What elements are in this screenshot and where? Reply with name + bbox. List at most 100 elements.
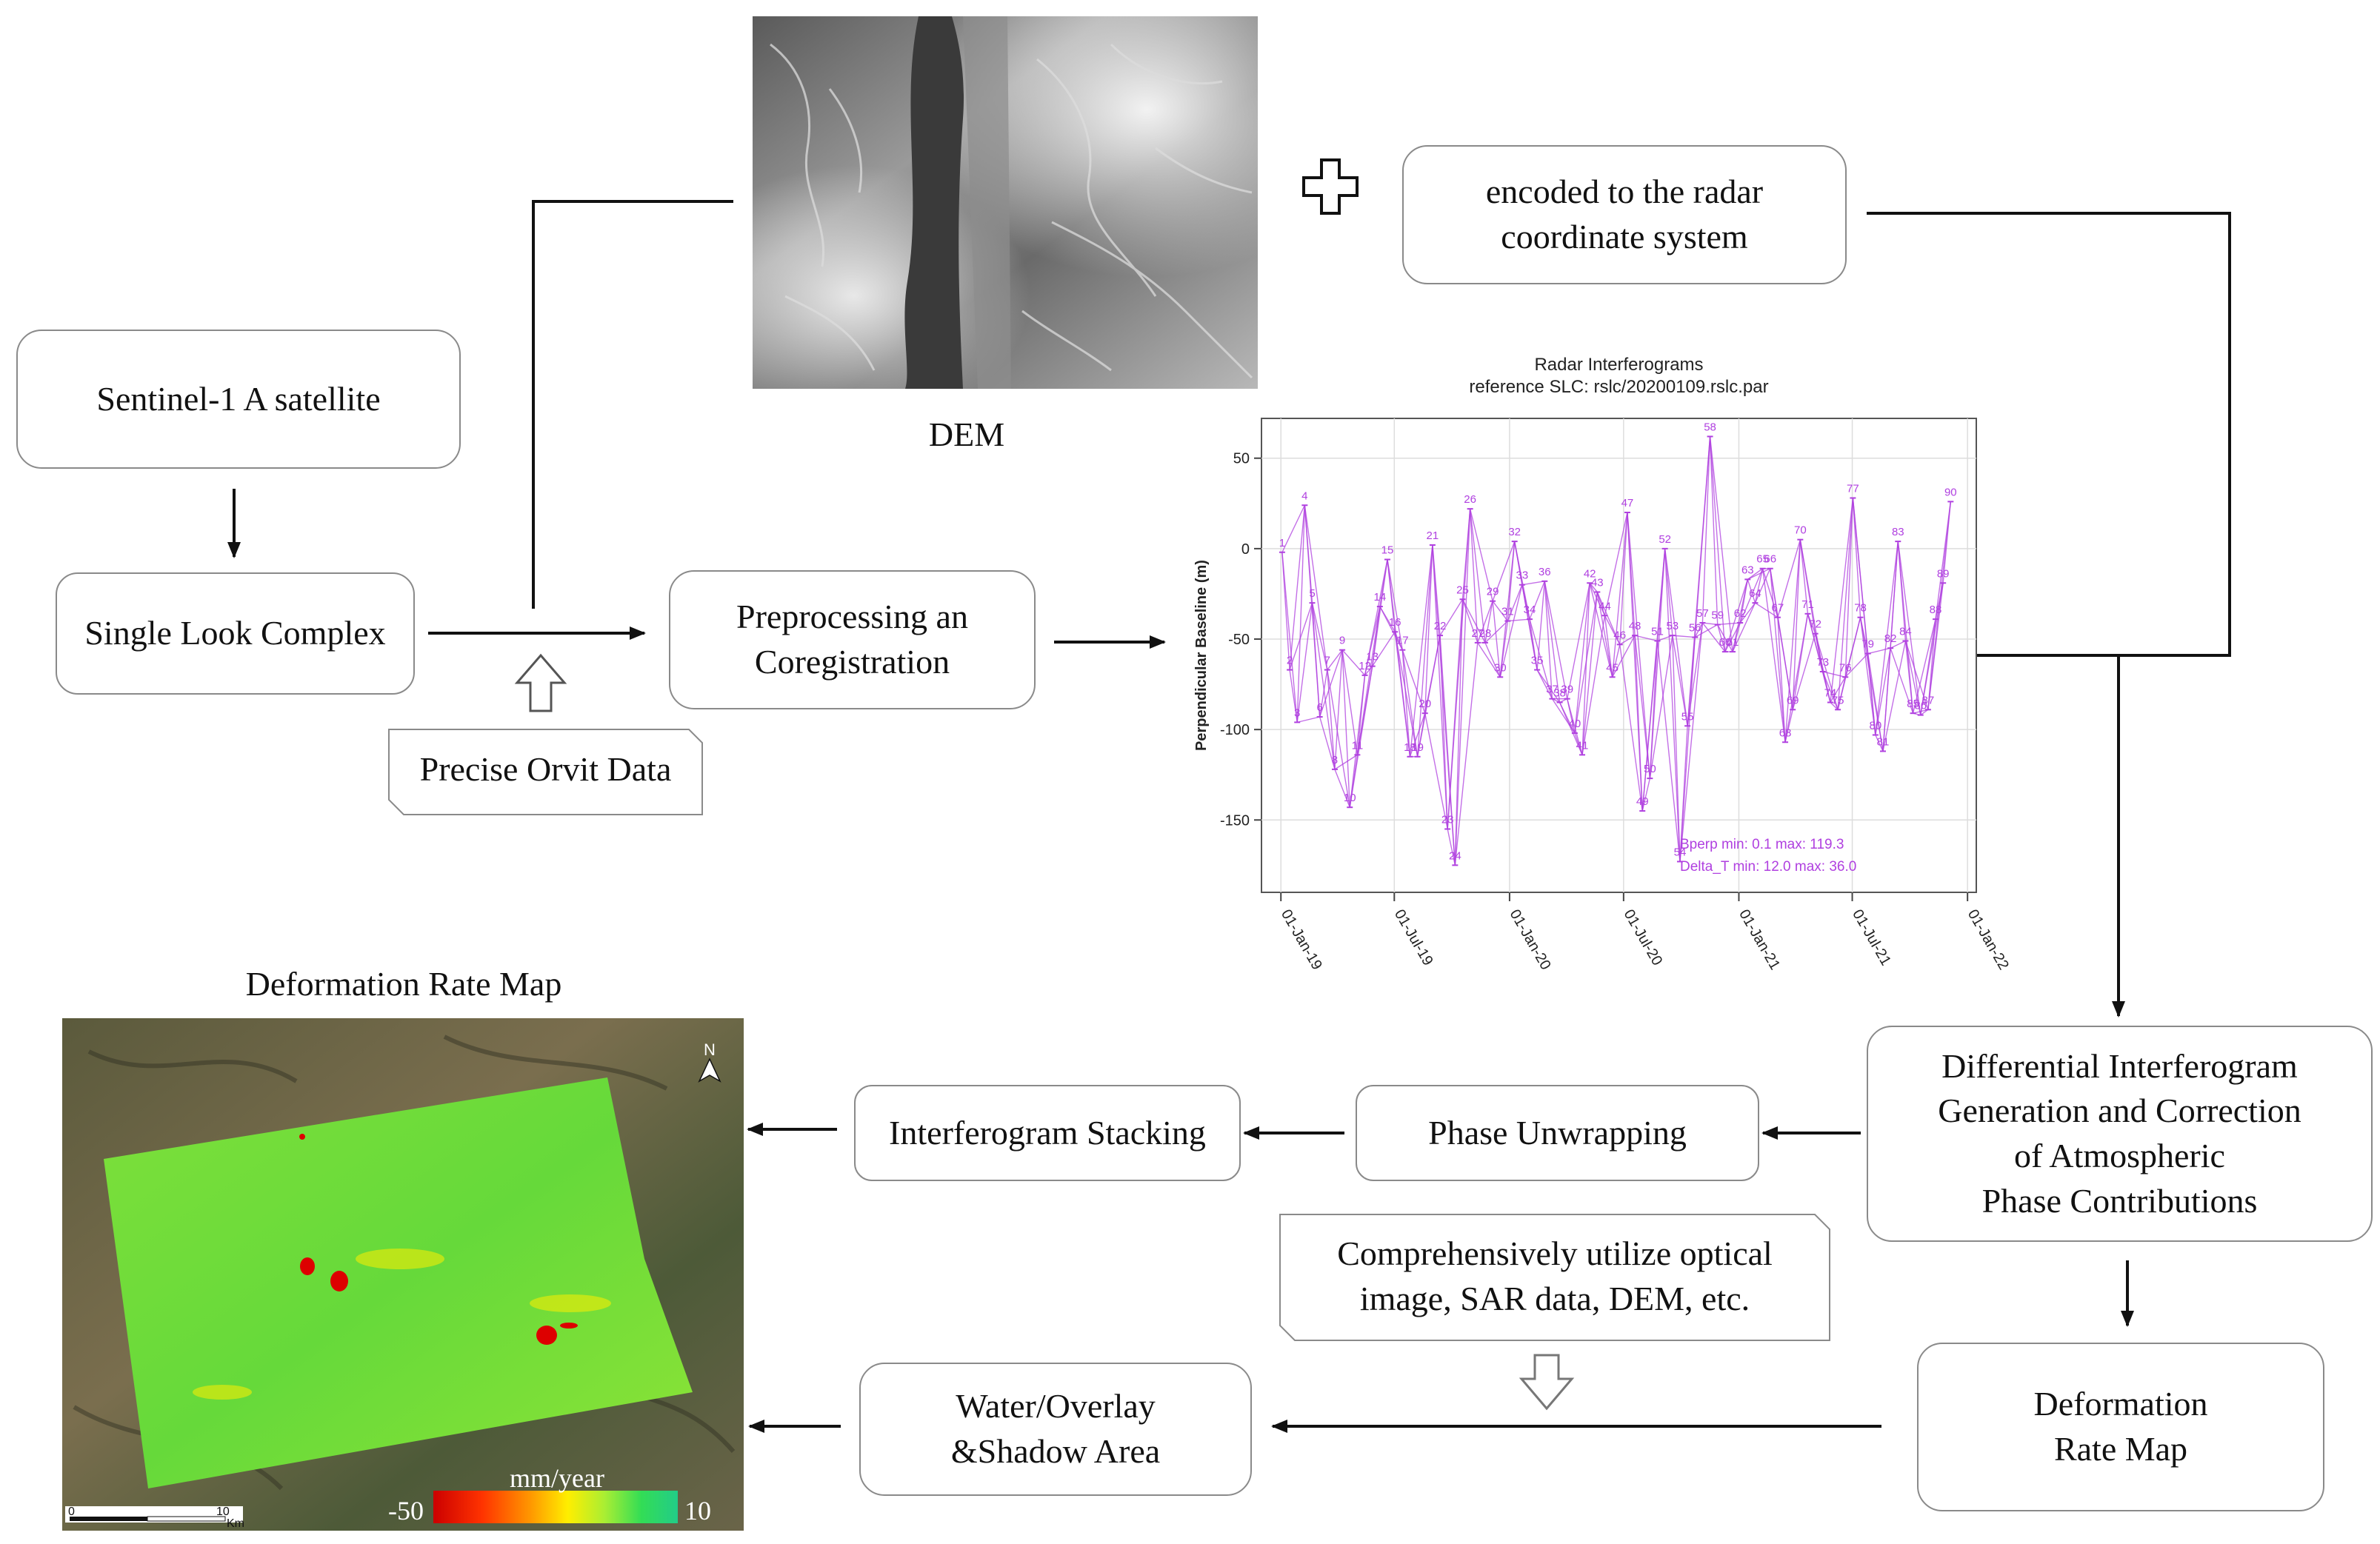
chart-pair-line <box>1679 637 1696 862</box>
chart-point-label: 64 <box>1749 587 1761 600</box>
chart-point-label: 73 <box>1816 656 1829 669</box>
line-slc-to-dem <box>532 200 733 609</box>
chart-pair-line <box>1799 539 1809 614</box>
chart-pair-line <box>1649 635 1673 779</box>
chart-point-label: 23 <box>1441 814 1454 826</box>
chart-pair-line <box>1492 601 1508 622</box>
chart-pair-line <box>1484 621 1508 644</box>
chart-pair-line <box>1867 647 1891 655</box>
chart-pair-line <box>1387 559 1403 650</box>
chart-pair-line <box>1890 541 1899 649</box>
chart-pair-line <box>1432 544 1448 829</box>
chart-point-label: 21 <box>1427 529 1439 542</box>
chart-point-label: 8 <box>1332 754 1338 766</box>
chart-pair-line <box>1334 754 1358 770</box>
chart-point-label: 76 <box>1839 661 1852 674</box>
chart-pair-line <box>1754 568 1771 604</box>
chart-y-axis-label: Perpendicular Baseline (m) <box>1193 560 1210 751</box>
chart-point-label: 62 <box>1734 607 1747 620</box>
chart-pair-line <box>1461 598 1486 644</box>
chart-pair-line <box>1822 671 1839 710</box>
chart-pair-line <box>1897 541 1921 715</box>
chart-xtick-label: 01-Jul-20 <box>1621 907 1666 969</box>
chart-point-label: 54 <box>1674 846 1687 858</box>
chart-pair-line <box>1611 644 1621 678</box>
chart-point-label: 35 <box>1531 655 1544 667</box>
chart-pair-line <box>1694 622 1704 638</box>
chart-xtick-label: 01-Jan-21 <box>1736 907 1783 973</box>
chart-pair-line <box>1867 653 1876 735</box>
chart-point-label: 88 <box>1930 604 1942 616</box>
chart-point-label: 13 <box>1366 651 1379 664</box>
chart-pair-line <box>1311 603 1336 769</box>
chart-point-label: 45 <box>1606 661 1619 674</box>
chart-pair-line <box>1709 436 1733 652</box>
chart-pair-line <box>1619 512 1628 645</box>
chart-point-label: 26 <box>1464 493 1476 506</box>
chart-point-label: 82 <box>1884 632 1897 645</box>
chart-pair-line <box>1875 648 1891 735</box>
chart-pair-line <box>1777 539 1801 618</box>
chart-point-label: 90 <box>1944 486 1957 498</box>
subsidence-spots <box>299 1134 578 1345</box>
chart-pair-line <box>1424 713 1448 829</box>
chart-point-label: 69 <box>1787 694 1799 706</box>
chart-pair-line <box>1717 622 1741 626</box>
chart-pair-line <box>1447 509 1471 829</box>
chart-pair-line <box>1717 624 1726 652</box>
chart-pair-line <box>1770 568 1786 743</box>
chart-pair-line <box>1904 641 1914 714</box>
chart-pair-line <box>1356 675 1366 755</box>
chart-pair-line <box>1739 602 1756 624</box>
chart-point-label: 18 <box>1404 741 1416 754</box>
chart-point-label: 12 <box>1359 660 1371 672</box>
chart-point-label: 31 <box>1501 606 1514 618</box>
chart-pair-line <box>1477 642 1501 678</box>
chart-pair-line <box>1439 635 1456 866</box>
chart-point-label: 47 <box>1621 497 1634 509</box>
chart-ytick-label: -100 <box>1220 722 1250 738</box>
chart-pair-line <box>1319 669 1328 718</box>
chart-pair-line <box>1701 436 1711 624</box>
chart-xtick-label: 01-Jan-19 <box>1278 907 1325 973</box>
chart-pair-line <box>1319 716 1336 770</box>
chart-pair-line <box>1596 592 1613 678</box>
chart-subtitle: reference SLC: rslc/20200109.rslc.par <box>1469 377 1768 397</box>
comprehensive-label: Comprehensively utilize optical image, S… <box>1337 1234 1773 1317</box>
chart-pair-line <box>1664 548 1688 726</box>
chart-pair-line <box>1454 599 1464 866</box>
chart-pair-line <box>1656 641 1681 862</box>
chart-point-label: 65 <box>1756 553 1769 566</box>
chart-point-label: 85 <box>1907 698 1919 710</box>
chart-pair-line <box>1619 635 1636 645</box>
hollow-down-arrow-icon <box>1519 1354 1575 1411</box>
chart-pair-line <box>1694 624 1719 638</box>
chart-point-label: 36 <box>1539 566 1551 578</box>
chart-pair-line <box>1830 498 1854 703</box>
dem-label: DEM <box>928 415 1005 453</box>
chart-pair-line <box>1409 712 1426 758</box>
chart-pair-line <box>1394 632 1419 757</box>
deformation-map <box>62 1018 744 1531</box>
chart-pair-line <box>1672 635 1688 726</box>
chart-pair-line <box>1830 676 1846 703</box>
chart-pair-line <box>1784 539 1801 743</box>
precise-orbit-label: Precise Orvit Data <box>419 750 672 788</box>
chart-pair-line <box>1492 601 1501 678</box>
chart-pair-line <box>1649 548 1666 779</box>
chart-ytick-label: 50 <box>1233 451 1250 467</box>
chart-point-label: 87 <box>1922 694 1935 706</box>
chart-pair-line <box>1641 778 1651 812</box>
chart-point-label: 27 <box>1471 627 1484 640</box>
chart-pair-line <box>1469 508 1493 601</box>
chart-pair-line <box>1304 505 1328 670</box>
chart-pair-line <box>1281 552 1298 723</box>
chart-pair-line <box>1844 498 1854 678</box>
chart-pair-line <box>1567 698 1583 755</box>
chart-pair-line <box>1739 579 1748 624</box>
chart-pair-line <box>1341 649 1359 755</box>
chart-pair-line <box>1461 509 1471 600</box>
scalebar-unit-label: Km <box>227 1517 244 1530</box>
chart-pair-line <box>1822 671 1831 703</box>
